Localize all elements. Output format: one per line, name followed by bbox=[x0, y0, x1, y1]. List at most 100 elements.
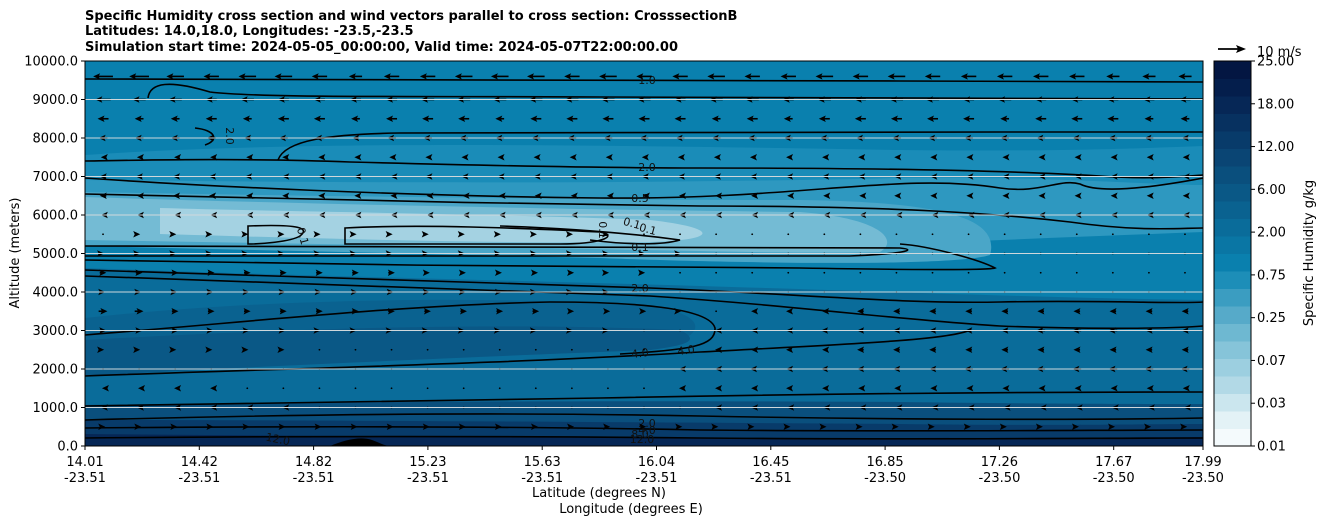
wind-vector bbox=[315, 269, 323, 276]
wind-vector bbox=[426, 348, 429, 351]
wind-vector bbox=[744, 73, 760, 80]
wind-vector bbox=[564, 73, 580, 80]
contour-labels: 1.02.02.00.50.10.10.10.10.12.04.04.02.04… bbox=[223, 74, 696, 446]
x-tick-label-lat: 16.85 bbox=[866, 455, 903, 470]
wind-vector bbox=[1146, 385, 1154, 392]
wind-vector bbox=[715, 385, 723, 392]
wind-vector bbox=[354, 387, 357, 390]
x-tick-label-lon: -23.51 bbox=[178, 471, 220, 486]
wind-vector bbox=[206, 423, 214, 430]
wind-vector bbox=[823, 192, 831, 199]
wind-vector bbox=[890, 115, 902, 122]
wind-vector bbox=[602, 115, 614, 122]
wind-vector bbox=[1001, 346, 1009, 353]
contour-line bbox=[85, 275, 1203, 330]
wind-vector bbox=[854, 115, 866, 122]
wind-vector bbox=[963, 423, 971, 430]
wind-vector bbox=[351, 308, 359, 315]
wind-vector bbox=[531, 423, 539, 430]
wind-vector bbox=[1111, 233, 1114, 236]
wind-vector bbox=[425, 154, 433, 161]
colorbar-segment bbox=[1214, 411, 1251, 429]
colorbar-segment bbox=[1214, 148, 1251, 167]
wind-vector bbox=[895, 271, 898, 274]
wind-vector bbox=[570, 387, 573, 390]
wind-vector bbox=[643, 233, 645, 236]
contour-line bbox=[85, 269, 1203, 304]
wind-vector bbox=[210, 385, 218, 392]
wind-vector bbox=[636, 73, 652, 80]
wind-vector bbox=[1000, 115, 1010, 122]
y-axis-label: Altitude (meters) bbox=[8, 198, 23, 309]
wind-vector bbox=[715, 310, 718, 313]
wind-vector bbox=[390, 192, 398, 199]
colorbar-label: Specific Humidity g/kg bbox=[1302, 180, 1317, 326]
wind-vector bbox=[421, 231, 429, 238]
colorbar-tick-label: 0.25 bbox=[1257, 311, 1286, 326]
wind-vector bbox=[931, 271, 934, 274]
wind-vector bbox=[1075, 271, 1078, 274]
wind-vector bbox=[642, 192, 650, 199]
wind-vector bbox=[462, 348, 465, 351]
wind-vector bbox=[1001, 308, 1009, 315]
wind-vector bbox=[927, 423, 935, 430]
contour-line bbox=[85, 413, 1203, 421]
wind-vector bbox=[857, 308, 865, 315]
wind-vector bbox=[823, 233, 826, 236]
wind-vector bbox=[241, 346, 249, 353]
wind-vector bbox=[960, 73, 977, 80]
x-tick-label-lon: -23.50 bbox=[864, 471, 906, 486]
wind-vector bbox=[895, 233, 898, 236]
contour-label: 2.0 bbox=[631, 282, 649, 295]
wind-vector bbox=[99, 192, 107, 199]
contour-label: 0.1 bbox=[622, 215, 642, 232]
x-tick-label-lon: -23.51 bbox=[407, 471, 449, 486]
wind-vector bbox=[390, 387, 393, 390]
wind-vector bbox=[385, 231, 393, 238]
wind-vector bbox=[1144, 423, 1152, 430]
wind-vector bbox=[134, 115, 144, 122]
wind-vector bbox=[318, 387, 321, 390]
y-tick-label: 8000.0 bbox=[33, 132, 79, 147]
colorbar: 0.01 0.03 0.07 0.25 0.75 2.00 6.00 12.00 18.00 25… bbox=[1214, 55, 1294, 455]
wind-vector bbox=[641, 154, 649, 161]
colorbar-tick-label: 25.00 bbox=[1257, 55, 1294, 70]
wind-vector bbox=[534, 348, 537, 351]
wind-vector bbox=[894, 154, 902, 161]
wind-vector bbox=[493, 231, 501, 238]
wind-vector bbox=[672, 73, 688, 80]
wind-vector bbox=[318, 154, 326, 161]
wind-vector bbox=[207, 269, 215, 276]
wind-vector bbox=[462, 387, 465, 390]
contour-line bbox=[85, 77, 1203, 83]
wind-vector bbox=[136, 154, 144, 161]
wind-vector bbox=[457, 231, 465, 238]
wind-vector bbox=[241, 231, 249, 238]
wind-vector bbox=[887, 73, 906, 80]
x-tick-label-lat: 15.63 bbox=[524, 455, 561, 470]
x-tick-label-lat: 14.01 bbox=[66, 455, 103, 470]
wind-vector bbox=[1146, 192, 1154, 199]
wind-vector bbox=[822, 308, 830, 315]
wind-vector bbox=[780, 73, 796, 80]
wind-vector bbox=[166, 73, 184, 80]
colorbar-tick-label: 0.03 bbox=[1257, 397, 1286, 412]
wind-vector bbox=[97, 346, 105, 353]
wind-vector bbox=[966, 385, 974, 392]
wind-vector bbox=[459, 308, 467, 315]
wind-vector bbox=[1145, 346, 1153, 353]
wind-vector bbox=[603, 308, 611, 315]
wind-vector bbox=[282, 154, 290, 161]
wind-vector bbox=[1110, 385, 1118, 392]
wind-vector bbox=[674, 115, 686, 122]
wind-vector bbox=[1038, 154, 1046, 161]
dry-layer-inner bbox=[160, 208, 703, 243]
wind-vector bbox=[386, 115, 398, 122]
contour-line bbox=[85, 435, 1203, 440]
wind-vector bbox=[351, 269, 359, 276]
wind-vector bbox=[1073, 308, 1081, 315]
wind-vector bbox=[422, 269, 430, 276]
wind-vector bbox=[422, 423, 430, 430]
wind-vector bbox=[858, 385, 866, 392]
wind-vector bbox=[278, 423, 286, 430]
